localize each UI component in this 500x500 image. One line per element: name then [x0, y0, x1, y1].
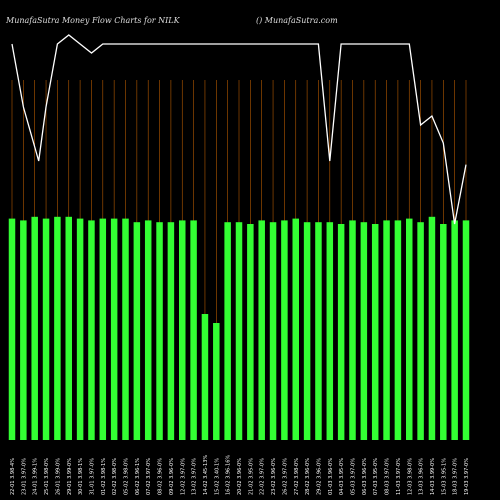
x-tick-label: 14-03 3.99-0% [430, 458, 436, 495]
bar [133, 222, 141, 440]
x-tick-label: 06-03 3.96-0% [362, 458, 368, 495]
x-tick-label: 31-01 3.97-0% [89, 458, 95, 495]
x-tick-label: 28-02 3.96-0% [305, 458, 311, 495]
x-tick-label: 09-02 3.96-0% [169, 458, 175, 495]
bar [76, 218, 84, 440]
bar [269, 222, 277, 440]
bar [88, 220, 95, 440]
bar [247, 224, 254, 440]
bar [144, 220, 152, 440]
x-tick-label: 11-03 3.97-0% [396, 458, 402, 495]
bar [156, 222, 163, 440]
x-tick-label: 26-02 3.97-0% [282, 458, 288, 495]
bar [54, 216, 61, 440]
x-tick-label: 23-02 3.96-0% [271, 458, 277, 495]
bar [428, 216, 436, 440]
bar [213, 323, 220, 440]
bar [303, 222, 311, 440]
x-tick-label: 14-02 3.45-13% [203, 455, 209, 495]
bar [167, 222, 175, 440]
bar [440, 224, 447, 440]
x-tick-label: 30-01 3.98-1% [78, 458, 84, 495]
bar [406, 218, 413, 440]
x-tick-label: 13-03 3.96-0% [419, 458, 425, 495]
bar [65, 216, 72, 440]
x-tick-label: 07-03 3.95-0% [373, 458, 379, 495]
x-tick-label: 02-02 3.98-0% [112, 458, 118, 495]
x-tick-label: 12-02 3.97-0% [180, 458, 186, 495]
bar [110, 218, 118, 440]
x-tick-label: 08-02 3.96-0% [158, 458, 164, 495]
bar [383, 220, 390, 440]
bar [224, 222, 231, 440]
bar [42, 218, 50, 440]
bar [179, 220, 186, 440]
x-tick-label: 18-03 3.97-0% [453, 458, 459, 495]
bar [417, 222, 424, 440]
x-tick-label: 12-03 3.98-0% [407, 458, 413, 495]
x-tick-label: 26-01 3.99-0% [55, 458, 61, 495]
x-tick-label: 15-03 3.95-1% [441, 458, 447, 495]
bar [99, 218, 107, 440]
x-tick-label: 24-01 3.99-1% [33, 458, 39, 495]
bar [326, 222, 334, 440]
bar [235, 222, 243, 440]
x-tick-label: 21-02 3.95-0% [248, 458, 254, 495]
money-flow-line [11, 34, 467, 225]
bar [201, 314, 209, 440]
bar [281, 220, 288, 440]
x-tick-label: 23-01 3.97-0% [21, 458, 27, 495]
bar [122, 218, 129, 440]
bar [371, 224, 379, 440]
bar [20, 220, 27, 440]
x-tick-label: 01-02 3.98-1% [101, 458, 107, 495]
x-tick-label: 20-02 3.96-0% [237, 458, 243, 495]
bar [451, 220, 458, 440]
bar [337, 224, 345, 440]
x-tick-label: 06-02 3.96-1% [135, 458, 141, 495]
x-tick-label: 04-03 3.95-0% [339, 458, 345, 495]
x-tick-label: 19-03 3.97-0% [464, 458, 470, 495]
watermark: () MunafaSutra.com [256, 16, 338, 25]
chart-title: MunafaSutra Money Flow Charts for NILK [6, 16, 180, 25]
x-tick-label: 05-02 3.98-0% [124, 458, 130, 495]
bar [190, 220, 197, 440]
x-tick-label: 16-02 3.96-16% [226, 455, 232, 495]
x-tick-label: 15-02 3.40-1% [214, 458, 220, 495]
bar [349, 220, 356, 440]
bar [360, 222, 368, 440]
x-tick-label: 05-03 3.97-0% [351, 458, 357, 495]
x-tick-label: 08-03 3.97-0% [385, 458, 391, 495]
x-tick-label: 27-02 3.98-0% [294, 458, 300, 495]
x-tick-label: 07-02 3.97-0% [146, 458, 152, 495]
x-tick-label: 13-02 3.97-0% [192, 458, 198, 495]
x-tick-label: 22-02 3.97-0% [260, 458, 266, 495]
bar [292, 218, 299, 440]
bar [8, 218, 16, 440]
bar [31, 216, 38, 440]
bar [258, 220, 265, 440]
x-tick-label: 29-02 3.96-0% [316, 458, 322, 495]
bar [315, 222, 322, 440]
bar [462, 220, 470, 440]
x-tick-label: 25-01 3.98-0% [44, 458, 50, 495]
x-tick-label: 22-01 3.98-4% [10, 458, 16, 495]
x-tick-label: 29-01 3.99-0% [67, 458, 73, 495]
bar [394, 220, 402, 440]
x-tick-label: 01-03 3.96-0% [328, 458, 334, 495]
